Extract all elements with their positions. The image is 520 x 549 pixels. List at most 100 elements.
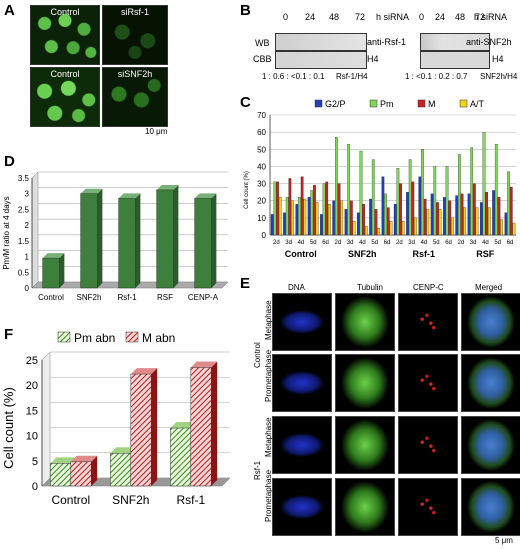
bar-Rsf-1-Pm-5d xyxy=(433,166,437,236)
col-tubulin: Tubulin xyxy=(357,283,383,292)
y-tick-label: 70 xyxy=(257,111,266,120)
micrograph-r2-c0 xyxy=(272,416,332,474)
bar-SNF2h xyxy=(80,193,98,289)
bar-RSF-G2/P-3d xyxy=(467,193,471,236)
micrograph-sisnf2h: siSNF2h xyxy=(102,67,168,127)
caption: Control xyxy=(50,69,80,79)
bar-Rsf-1 xyxy=(118,198,136,289)
bar-Control-A/T-3d xyxy=(291,200,294,236)
bar-Rsf-1-A/T-2d xyxy=(401,221,405,236)
day-label: 3d xyxy=(347,240,354,246)
legend-label-2: M xyxy=(428,99,436,109)
micrograph-r0-c3 xyxy=(461,293,520,351)
bar-RSF-Pm-4d xyxy=(482,131,486,236)
y-tick-label: 10 xyxy=(26,431,38,443)
bar-Rsf-1-A/T-4d xyxy=(426,209,430,236)
bar-SNF2h-M-2d xyxy=(337,183,341,236)
bar-Rsf-1-Pm-4d xyxy=(421,149,424,236)
micrograph-r3-c2 xyxy=(398,478,458,536)
bar-SNF2h-Pm-2d xyxy=(335,137,338,236)
ratio-right: 1 : <0.1 : 0.2 : 0.7 xyxy=(405,72,468,81)
bar-Rsf-1-G2/P-4d xyxy=(418,176,422,236)
micrograph-control-snf: Control xyxy=(30,67,100,127)
bar-RSF-M-3d xyxy=(472,183,476,236)
bar-RSF-G2/P-4d xyxy=(479,202,483,236)
bar-top-Rsf-1 xyxy=(118,193,141,199)
bar-SNF2h-A/T-5d xyxy=(377,227,380,236)
bar-RSF-G2/P-6d xyxy=(504,212,508,236)
bar-RSF-Pm-6d xyxy=(507,171,510,236)
bar-SNF2h-G2/P-2d xyxy=(332,200,336,236)
bar-Rsf-1-A/T-6d xyxy=(451,217,454,236)
x-tick-label: SNF2h xyxy=(77,293,102,302)
bar-RSF-M-4d xyxy=(485,191,489,236)
y-tick-label: 1 xyxy=(25,253,30,262)
blot-h4-left xyxy=(275,51,367,69)
col-cenpc: CENP-C xyxy=(413,283,444,292)
day-label: 6d xyxy=(322,240,329,246)
day-label: 3d xyxy=(285,240,292,246)
chart-f-sidewall xyxy=(41,351,51,487)
y-tick-label: 25 xyxy=(26,355,38,367)
bar-SNF2h-A/T-6d xyxy=(389,221,393,236)
caption: siRsf-1 xyxy=(120,7,149,17)
micrograph-r1-c2 xyxy=(398,354,458,412)
legend-swatch-m xyxy=(125,331,139,343)
bar-Rsf-1-M-5d xyxy=(436,202,439,236)
bar-Control-M-6d xyxy=(325,181,329,236)
day-label: 4d xyxy=(359,240,366,246)
bar-Rsf-1-Pm abn xyxy=(170,427,192,487)
day-label: 5d xyxy=(310,240,317,246)
y-tick-label: 40 xyxy=(257,162,266,171)
y-tick-label: 10 xyxy=(257,214,266,223)
group-label-1: SNF2h xyxy=(348,249,377,259)
bar-top-Rsf-1-0 xyxy=(170,422,197,429)
bar-top-SNF2h-0 xyxy=(110,447,137,454)
day-label: 4d xyxy=(482,240,489,246)
bar-side-SNF2h-1 xyxy=(151,368,158,486)
legend-label-pm: Pm abn xyxy=(74,331,115,345)
anti-snf2h-label: anti-SNF2h xyxy=(466,37,512,47)
group-label-2: Rsf-1 xyxy=(412,249,435,259)
x-tick-label: Control xyxy=(51,493,90,507)
group-control-label: Control xyxy=(253,342,262,368)
bar-SNF2h-G2/P-4d xyxy=(356,212,360,236)
bar-Control-Pm-6d xyxy=(322,183,326,236)
micrograph-r2-c2 xyxy=(398,416,458,474)
x-tick-label: Rsf-1 xyxy=(117,293,137,302)
y-tick-label: 3.5 xyxy=(18,174,30,183)
bar-RSF-A/T-5d xyxy=(500,219,503,236)
day-label: 5d xyxy=(494,240,501,246)
day-label: 2d xyxy=(396,240,403,246)
bar-Control-M abn xyxy=(70,461,92,487)
bar-RSF xyxy=(156,189,174,289)
bar-Rsf-1-M-3d xyxy=(411,181,415,236)
bar-RSF-G2/P-5d xyxy=(492,190,495,236)
bar-SNF2h-M-3d xyxy=(349,200,353,236)
bar-Control-Pm-5d xyxy=(310,190,314,236)
legend-label-1: Pm xyxy=(380,99,394,109)
h4-right-label: H4 xyxy=(492,54,504,64)
legend-swatch-3 xyxy=(459,99,468,108)
y-axis-label: Pm/M ratio at 4 days xyxy=(2,196,11,269)
bar-SNF2h-G2/P-5d xyxy=(369,198,372,236)
x-tick-label: SNF2h xyxy=(112,493,149,507)
panel-label-a: A xyxy=(4,2,15,19)
caption: Control xyxy=(50,7,80,17)
bar-Control-A/T-6d xyxy=(328,203,331,236)
scale-bar-label-a: 10 μm xyxy=(145,127,168,136)
bar-side-Control-1 xyxy=(91,455,98,486)
bar-Control-G2/P-2d xyxy=(270,214,274,236)
bar-Rsf-1-M abn xyxy=(190,367,212,487)
bar-Rsf-1-M-6d xyxy=(448,200,452,236)
y-tick-label: 20 xyxy=(257,197,266,206)
bar-Rsf-1-G2/P-5d xyxy=(430,193,434,236)
bar-Rsf-1-M-2d xyxy=(399,183,402,236)
bar-Control xyxy=(42,257,60,289)
chart-d-sidewall xyxy=(31,171,39,289)
bar-top-SNF2h-1 xyxy=(130,368,158,375)
panel-label-e: E xyxy=(240,275,251,292)
h-sirna-left: h siRNA xyxy=(376,12,410,22)
bar-SNF2h-Pm abn xyxy=(110,452,132,487)
col-dna: DNA xyxy=(288,283,305,292)
